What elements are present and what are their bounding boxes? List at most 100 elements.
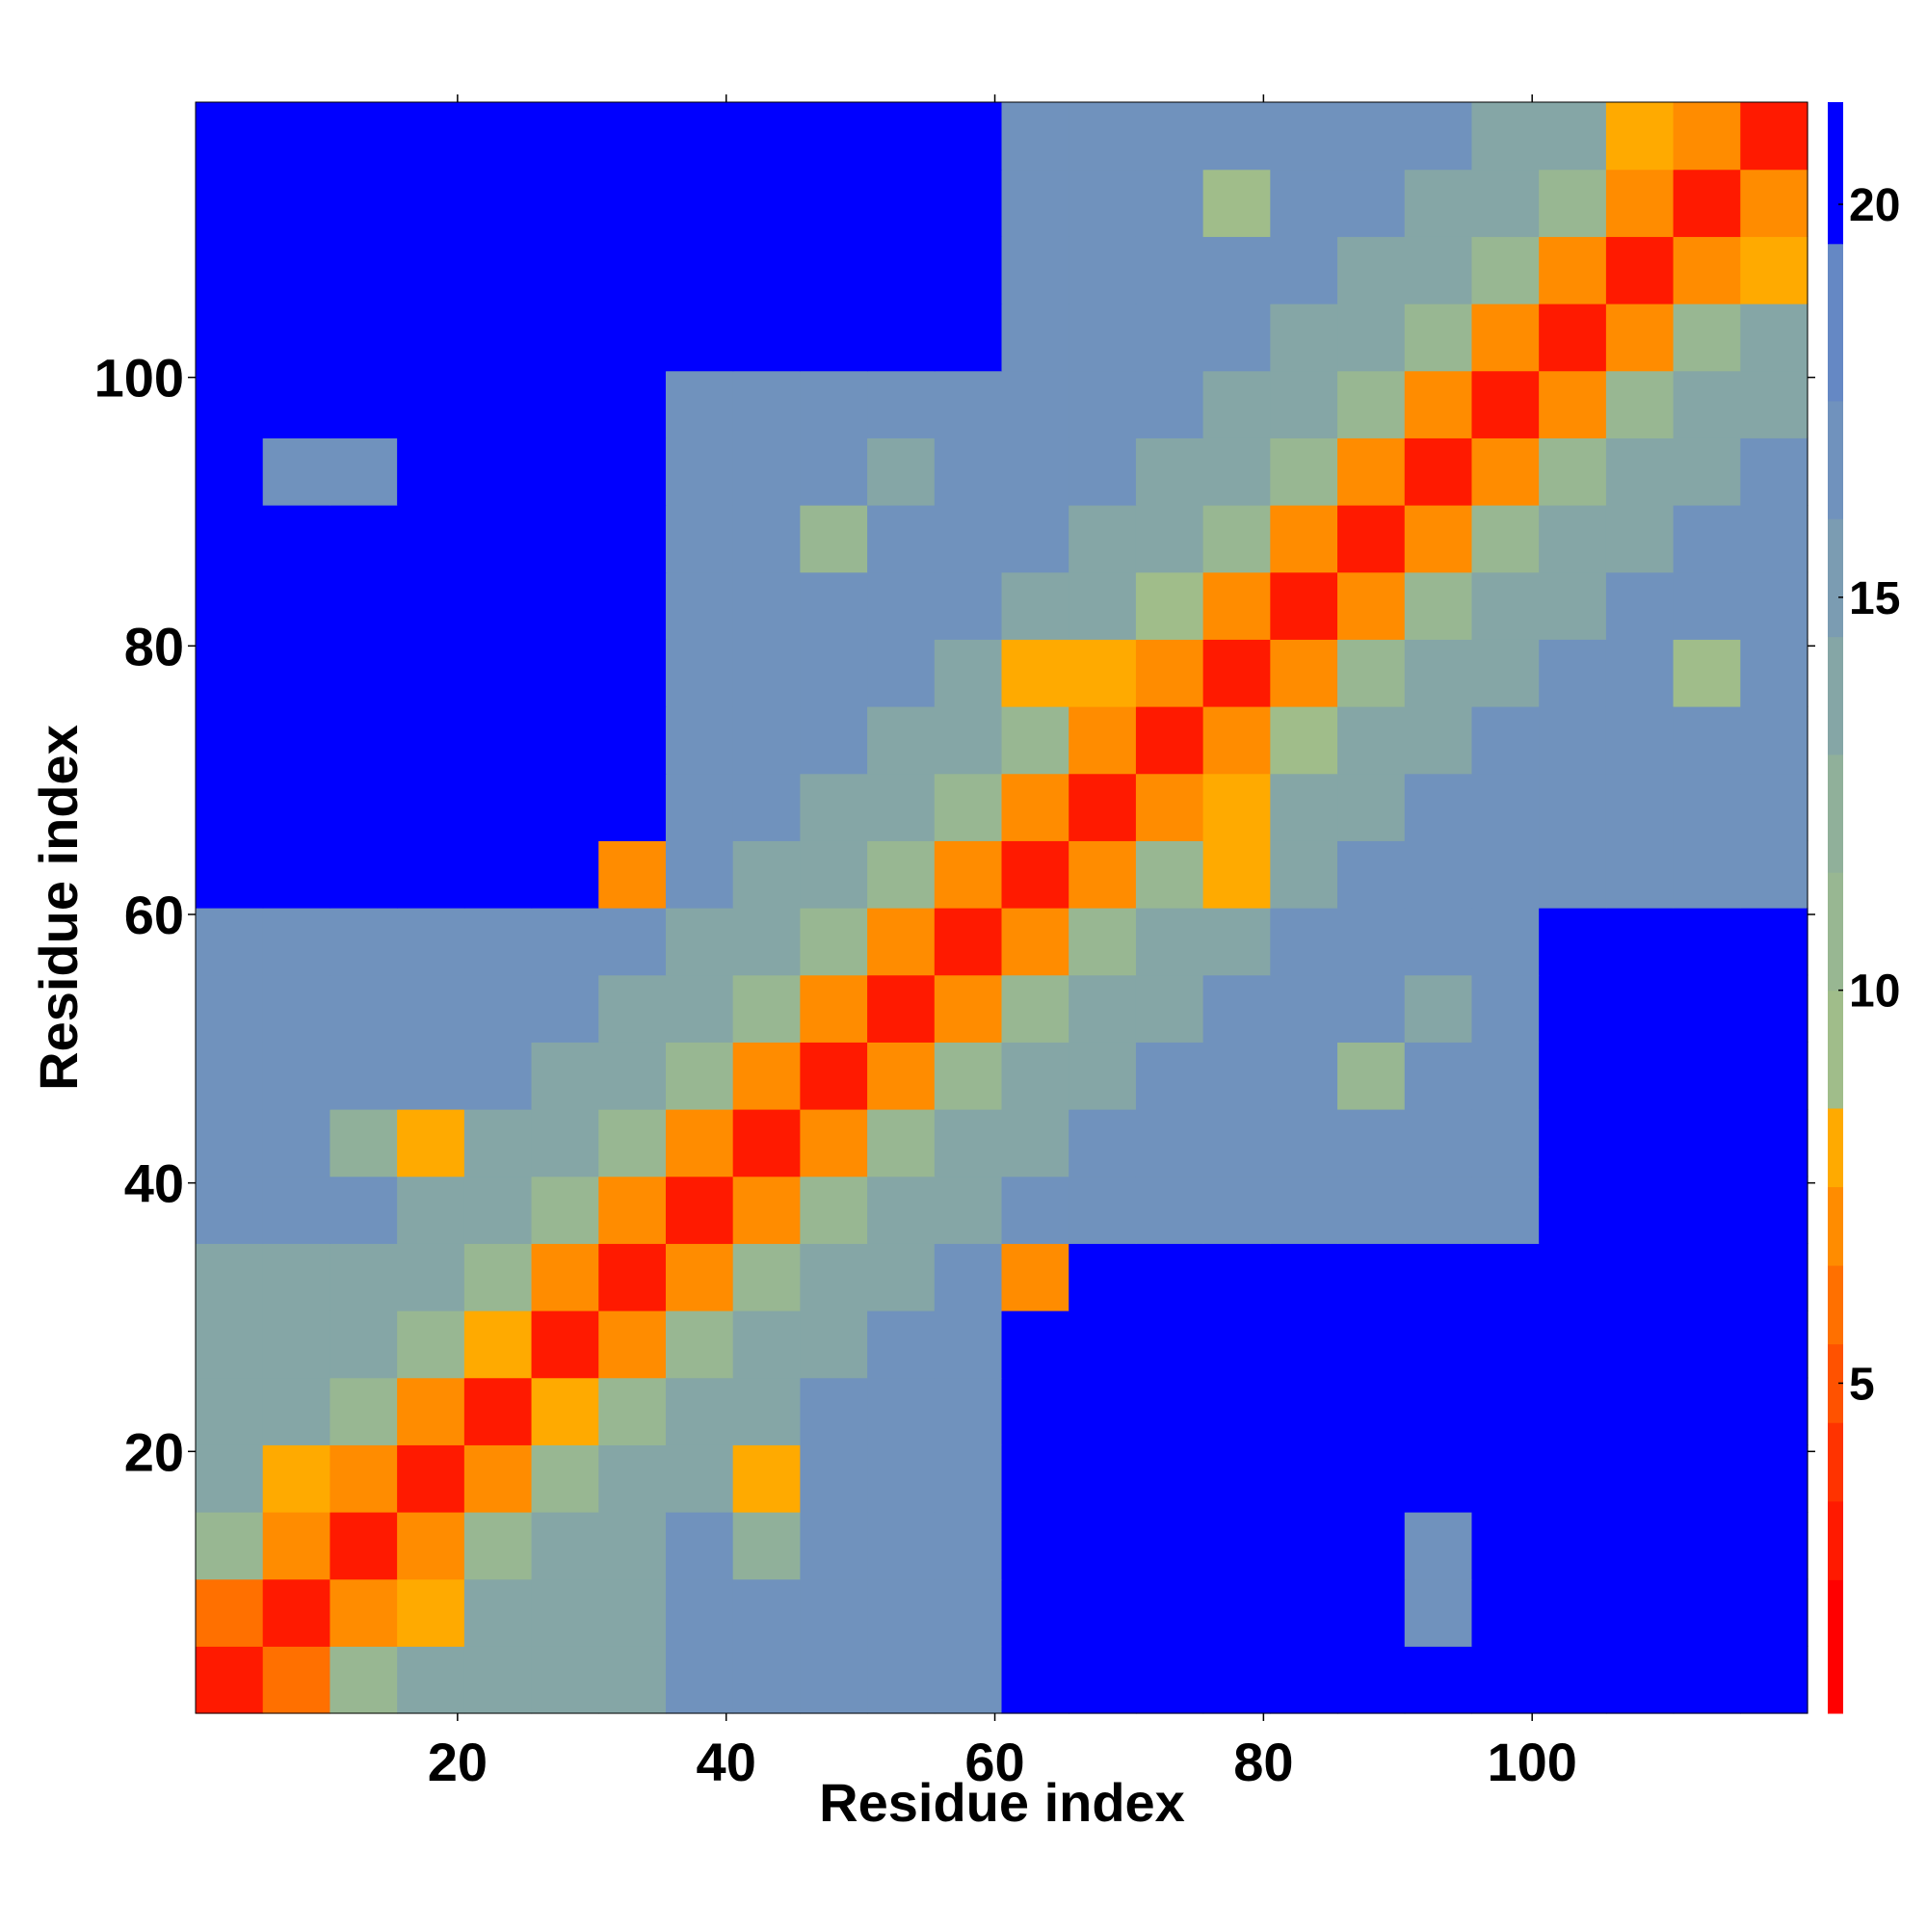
heat-cell [1069,304,1137,372]
heat-cell [1673,773,1741,841]
heat-cell [867,505,936,573]
heat-cell [1404,1109,1473,1178]
heat-cell [934,571,1003,640]
heat-cell [262,1310,331,1379]
heat-cell [196,974,264,1043]
heat-cell [867,236,936,304]
heat-cell [1605,1176,1675,1244]
heat-cell [397,1578,465,1647]
heat-cell [330,304,398,372]
y-tick-label: 100 [94,348,184,409]
heat-cell [196,1176,264,1244]
heat-cell [867,908,936,976]
heat-cell [1135,1377,1204,1445]
colorbar-segment [1828,102,1843,245]
colorbar-tick-label: 5 [1849,1359,1875,1410]
heat-cell [1202,571,1271,640]
heat-cell [800,304,868,372]
heat-cell [1471,773,1540,841]
heat-cell [934,773,1003,841]
heat-cell [1069,505,1137,573]
heat-cell [262,102,331,171]
heat-cell [732,1377,801,1445]
x-axis-label: Residue index [819,1772,1185,1833]
y-tick-label: 20 [124,1421,184,1482]
heat-cell [1404,437,1473,506]
heat-cell [262,370,331,438]
heat-cell [1337,505,1406,573]
heat-cell [531,571,599,640]
heat-cell [598,169,667,237]
heat-cell [1740,1109,1808,1178]
heat-cell [1135,1109,1204,1178]
heat-cell [934,1512,1003,1580]
colorbar-segment [1828,1265,1843,1345]
heat-cell [196,370,264,438]
heat-cell [1069,1109,1137,1178]
heat-cell [934,706,1003,775]
heat-cell [1673,1578,1741,1647]
heat-cell [1069,1243,1137,1311]
heat-cell [1404,706,1473,775]
heat-cell [1202,169,1271,237]
heat-cell [262,840,331,909]
heat-cell [1270,1310,1338,1379]
heat-cell [1404,505,1473,573]
colorbar-tick-label: 15 [1849,573,1900,624]
heat-cell [463,1377,533,1445]
heat-cell [463,571,533,640]
heat-cell [1471,1042,1540,1110]
heat-cell [800,639,868,707]
heat-cell [1337,639,1406,707]
heat-cell [330,1377,398,1445]
heat-cell [262,706,331,775]
heat-cell [1202,1243,1271,1311]
colorbar-segment [1828,1500,1843,1580]
heat-cell [397,706,465,775]
heat-cell [1069,1310,1137,1379]
heat-cell [1001,1578,1069,1647]
heat-cell [1404,1377,1473,1445]
heat-cell [1673,1042,1741,1110]
heat-cell [1270,169,1338,237]
heat-cell [665,571,734,640]
heat-cell [1069,169,1137,237]
heat-cell [1001,304,1069,372]
heat-cell [867,102,936,171]
heat-cell [598,706,667,775]
heat-cell [598,908,667,976]
heat-cell [732,102,801,171]
colorbar-segment [1828,243,1843,402]
heat-cell [1202,773,1271,841]
heat-cell [397,840,465,909]
heat-cell [1202,1444,1271,1513]
heat-cell [463,974,533,1043]
heat-cell [665,706,734,775]
heat-cell [262,908,331,976]
heat-cell [1069,1578,1137,1647]
heat-cell [1471,304,1540,372]
heat-cell [1337,1578,1406,1647]
heat-cell [732,1512,801,1580]
heat-cell [1270,1512,1338,1580]
heat-cell [598,102,667,171]
heat-cell [1001,1512,1069,1580]
heat-cell [665,505,734,573]
heat-cell [665,437,734,506]
heat-cell [1135,102,1204,171]
heat-cell [867,370,936,438]
colorbar-segment [1828,1186,1843,1266]
heat-cell [934,1646,1003,1714]
heat-cell [330,908,398,976]
heat-cell [531,1444,599,1513]
heat-cell [1270,102,1338,171]
heat-cell [1069,1377,1137,1445]
heat-cell [262,1444,331,1513]
heat-cell [598,304,667,372]
heat-cell [463,370,533,438]
heat-cell [463,1578,533,1647]
heat-cell [934,974,1003,1043]
heat-cell [1539,974,1607,1043]
colorbar-segment [1828,1422,1843,1502]
heat-cell [531,908,599,976]
